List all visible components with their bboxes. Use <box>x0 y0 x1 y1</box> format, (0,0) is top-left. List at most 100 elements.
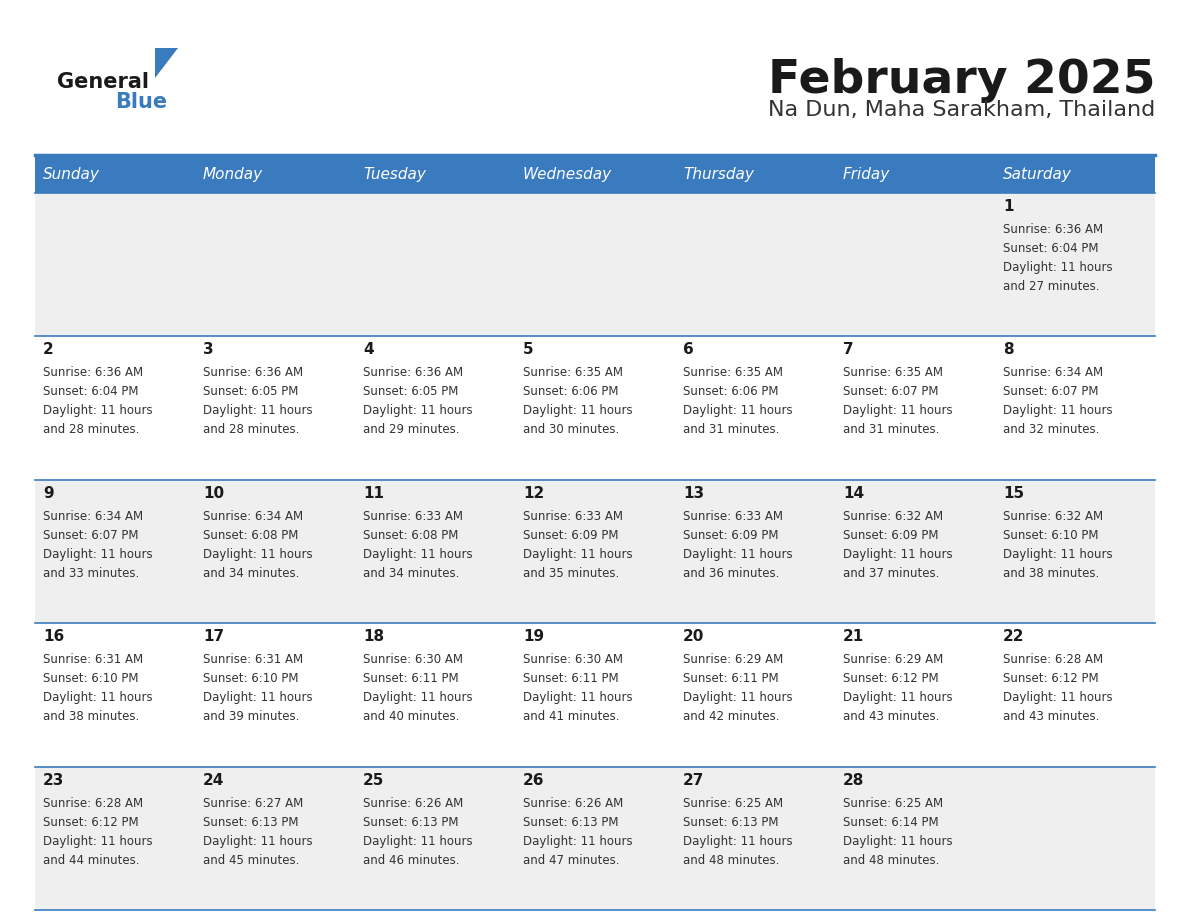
Bar <box>34 480 1155 623</box>
Bar <box>195 155 355 193</box>
Text: Daylight: 11 hours: Daylight: 11 hours <box>523 691 633 704</box>
Text: 12: 12 <box>523 486 544 501</box>
Text: 15: 15 <box>1003 486 1024 501</box>
Text: and 28 minutes.: and 28 minutes. <box>203 423 299 436</box>
Text: Sunrise: 6:31 AM: Sunrise: 6:31 AM <box>43 654 143 666</box>
Text: Daylight: 11 hours: Daylight: 11 hours <box>1003 691 1113 704</box>
Text: Daylight: 11 hours: Daylight: 11 hours <box>43 834 152 847</box>
Text: and 28 minutes.: and 28 minutes. <box>43 423 139 436</box>
Text: 23: 23 <box>43 773 64 788</box>
Text: and 41 minutes.: and 41 minutes. <box>523 711 619 723</box>
Bar <box>34 767 1155 910</box>
Text: Sunrise: 6:25 AM: Sunrise: 6:25 AM <box>683 797 783 810</box>
Text: Daylight: 11 hours: Daylight: 11 hours <box>843 548 953 561</box>
Text: Sunset: 6:12 PM: Sunset: 6:12 PM <box>843 672 939 685</box>
Bar <box>34 623 1155 767</box>
Bar <box>34 193 1155 336</box>
Text: and 38 minutes.: and 38 minutes. <box>1003 566 1099 580</box>
Text: Sunset: 6:04 PM: Sunset: 6:04 PM <box>1003 242 1099 255</box>
Text: and 36 minutes.: and 36 minutes. <box>683 566 779 580</box>
Text: 3: 3 <box>203 342 214 357</box>
Text: Daylight: 11 hours: Daylight: 11 hours <box>43 548 152 561</box>
Text: and 45 minutes.: and 45 minutes. <box>203 854 299 867</box>
Text: and 47 minutes.: and 47 minutes. <box>523 854 619 867</box>
Text: 7: 7 <box>843 342 854 357</box>
Text: Daylight: 11 hours: Daylight: 11 hours <box>364 405 473 418</box>
Text: 27: 27 <box>683 773 704 788</box>
Text: Sunset: 6:11 PM: Sunset: 6:11 PM <box>523 672 619 685</box>
Text: and 32 minutes.: and 32 minutes. <box>1003 423 1099 436</box>
Text: Sunrise: 6:29 AM: Sunrise: 6:29 AM <box>683 654 783 666</box>
Text: Sunset: 6:14 PM: Sunset: 6:14 PM <box>843 815 939 829</box>
Bar <box>835 155 996 193</box>
Text: Sunset: 6:10 PM: Sunset: 6:10 PM <box>1003 529 1099 542</box>
Text: 4: 4 <box>364 342 373 357</box>
Text: and 34 minutes.: and 34 minutes. <box>364 566 460 580</box>
Text: Sunset: 6:12 PM: Sunset: 6:12 PM <box>43 815 139 829</box>
Text: Sunset: 6:10 PM: Sunset: 6:10 PM <box>43 672 139 685</box>
Text: Sunset: 6:13 PM: Sunset: 6:13 PM <box>683 815 778 829</box>
Text: and 42 minutes.: and 42 minutes. <box>683 711 779 723</box>
Text: Daylight: 11 hours: Daylight: 11 hours <box>364 548 473 561</box>
Text: Daylight: 11 hours: Daylight: 11 hours <box>1003 548 1113 561</box>
Text: Blue: Blue <box>115 92 168 112</box>
Text: Sunrise: 6:34 AM: Sunrise: 6:34 AM <box>203 509 303 522</box>
Text: 28: 28 <box>843 773 865 788</box>
Text: 20: 20 <box>683 629 704 644</box>
Bar <box>355 155 516 193</box>
Text: Sunset: 6:07 PM: Sunset: 6:07 PM <box>843 386 939 398</box>
Text: 22: 22 <box>1003 629 1024 644</box>
Text: and 29 minutes.: and 29 minutes. <box>364 423 460 436</box>
Text: 18: 18 <box>364 629 384 644</box>
Text: and 35 minutes.: and 35 minutes. <box>523 566 619 580</box>
Text: and 48 minutes.: and 48 minutes. <box>683 854 779 867</box>
Text: and 46 minutes.: and 46 minutes. <box>364 854 460 867</box>
Text: Sunset: 6:06 PM: Sunset: 6:06 PM <box>523 386 619 398</box>
Text: Sunrise: 6:28 AM: Sunrise: 6:28 AM <box>1003 654 1104 666</box>
Text: Daylight: 11 hours: Daylight: 11 hours <box>523 548 633 561</box>
Text: Na Dun, Maha Sarakham, Thailand: Na Dun, Maha Sarakham, Thailand <box>767 100 1155 120</box>
Text: Sunrise: 6:26 AM: Sunrise: 6:26 AM <box>523 797 624 810</box>
Text: Sunrise: 6:36 AM: Sunrise: 6:36 AM <box>203 366 303 379</box>
Text: 9: 9 <box>43 486 53 501</box>
Text: Sunset: 6:11 PM: Sunset: 6:11 PM <box>364 672 459 685</box>
Text: Sunrise: 6:30 AM: Sunrise: 6:30 AM <box>523 654 623 666</box>
Text: Sunday: Sunday <box>43 166 100 182</box>
Text: Sunrise: 6:31 AM: Sunrise: 6:31 AM <box>203 654 303 666</box>
Text: 2: 2 <box>43 342 53 357</box>
Text: Daylight: 11 hours: Daylight: 11 hours <box>203 548 312 561</box>
Text: Daylight: 11 hours: Daylight: 11 hours <box>43 691 152 704</box>
Text: Sunset: 6:08 PM: Sunset: 6:08 PM <box>203 529 298 542</box>
Text: and 40 minutes.: and 40 minutes. <box>364 711 460 723</box>
Text: Daylight: 11 hours: Daylight: 11 hours <box>683 548 792 561</box>
Text: Sunrise: 6:32 AM: Sunrise: 6:32 AM <box>843 509 943 522</box>
Text: Sunset: 6:06 PM: Sunset: 6:06 PM <box>683 386 778 398</box>
Text: and 37 minutes.: and 37 minutes. <box>843 566 940 580</box>
Text: 8: 8 <box>1003 342 1013 357</box>
Text: 14: 14 <box>843 486 864 501</box>
Text: Sunrise: 6:35 AM: Sunrise: 6:35 AM <box>683 366 783 379</box>
Text: Sunrise: 6:30 AM: Sunrise: 6:30 AM <box>364 654 463 666</box>
Text: Daylight: 11 hours: Daylight: 11 hours <box>1003 405 1113 418</box>
Text: Sunset: 6:09 PM: Sunset: 6:09 PM <box>523 529 619 542</box>
Text: 11: 11 <box>364 486 384 501</box>
Text: 13: 13 <box>683 486 704 501</box>
Text: 25: 25 <box>364 773 385 788</box>
Text: Daylight: 11 hours: Daylight: 11 hours <box>683 834 792 847</box>
Text: Daylight: 11 hours: Daylight: 11 hours <box>203 405 312 418</box>
Text: Daylight: 11 hours: Daylight: 11 hours <box>1003 261 1113 274</box>
Bar <box>996 155 1155 193</box>
Text: 21: 21 <box>843 629 864 644</box>
Text: and 30 minutes.: and 30 minutes. <box>523 423 619 436</box>
Text: Sunrise: 6:33 AM: Sunrise: 6:33 AM <box>683 509 783 522</box>
Bar <box>516 155 675 193</box>
Text: Daylight: 11 hours: Daylight: 11 hours <box>523 834 633 847</box>
Text: Sunset: 6:12 PM: Sunset: 6:12 PM <box>1003 672 1099 685</box>
Text: Daylight: 11 hours: Daylight: 11 hours <box>523 405 633 418</box>
Text: Monday: Monday <box>203 166 263 182</box>
Text: Sunrise: 6:27 AM: Sunrise: 6:27 AM <box>203 797 303 810</box>
Text: Thursday: Thursday <box>683 166 754 182</box>
Text: Sunset: 6:08 PM: Sunset: 6:08 PM <box>364 529 459 542</box>
Text: Saturday: Saturday <box>1003 166 1072 182</box>
Text: Sunrise: 6:35 AM: Sunrise: 6:35 AM <box>523 366 623 379</box>
